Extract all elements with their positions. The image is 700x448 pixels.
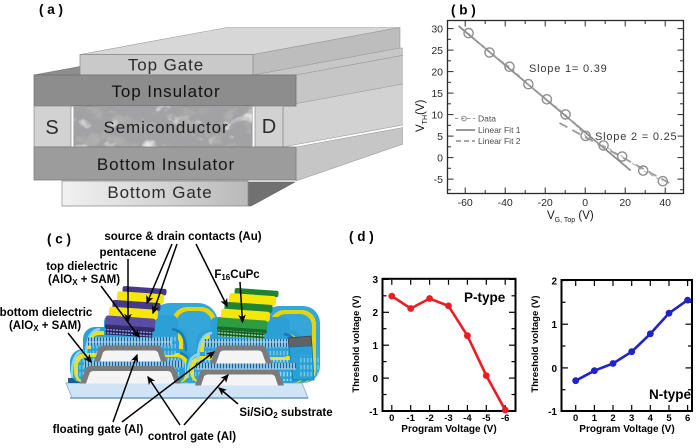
svg-text:top dielectric: top dielectric <box>46 261 118 273</box>
svg-text:-2: -2 <box>425 413 433 424</box>
svg-text:0: 0 <box>437 153 443 165</box>
svg-text:0: 0 <box>372 374 378 385</box>
svg-text:-5: -5 <box>482 413 491 424</box>
svg-text:-20: -20 <box>538 197 553 209</box>
svg-text:-6: -6 <box>501 413 509 424</box>
svg-text:Slope 2 = 0.25: Slope 2 = 0.25 <box>595 131 677 143</box>
svg-text:20: 20 <box>619 197 631 209</box>
svg-text:( b ): ( b ) <box>451 3 476 18</box>
svg-text:floating gate (Al): floating gate (Al) <box>53 424 144 436</box>
svg-text:Threshold voltage (V): Threshold voltage (V) <box>530 295 541 392</box>
svg-text:pentacene: pentacene <box>100 247 157 259</box>
svg-text:bottom dielectric: bottom dielectric <box>0 307 93 319</box>
svg-text:VTH(V): VTH(V) <box>415 99 429 132</box>
svg-text:-1: -1 <box>369 407 378 418</box>
svg-text:-4: -4 <box>463 413 472 424</box>
svg-text:3: 3 <box>372 275 378 286</box>
svg-text:1: 1 <box>372 341 378 352</box>
svg-text:40: 40 <box>659 197 671 209</box>
svg-text:1: 1 <box>551 320 557 331</box>
svg-text:( c ): ( c ) <box>47 232 71 247</box>
svg-text:VG, Top (V): VG, Top (V) <box>547 210 594 224</box>
svg-text:5: 5 <box>437 131 443 143</box>
svg-text:N-type: N-type <box>649 387 691 402</box>
svg-text:P-type: P-type <box>464 290 506 305</box>
svg-text:F16CuPc: F16CuPc <box>214 269 260 282</box>
svg-text:4: 4 <box>648 413 654 424</box>
svg-text:6: 6 <box>685 413 690 424</box>
svg-text:Threshold voltage (V): Threshold voltage (V) <box>351 295 362 392</box>
svg-text:S: S <box>45 117 58 139</box>
svg-text:-1: -1 <box>548 407 557 418</box>
svg-text:source & drain contacts (Au): source & drain contacts (Au) <box>104 231 261 243</box>
svg-text:Top Insulator: Top Insulator <box>111 82 220 101</box>
svg-text:Si/SiO2 substrate: Si/SiO2 substrate <box>239 407 332 420</box>
svg-text:Bottom Insulator: Bottom Insulator <box>97 155 235 174</box>
svg-text:Slope 1= 0.39: Slope 1= 0.39 <box>529 63 608 75</box>
svg-text:Linear Fit 1: Linear Fit 1 <box>478 125 521 135</box>
svg-text:( a ): ( a ) <box>39 2 63 17</box>
svg-text:20: 20 <box>431 67 443 79</box>
svg-text:control gate (Al): control gate (Al) <box>148 431 236 443</box>
svg-text:0: 0 <box>389 413 394 424</box>
svg-text:Program Voltage (V): Program Voltage (V) <box>579 424 674 435</box>
svg-text:-5: -5 <box>434 174 443 186</box>
svg-text:0: 0 <box>582 197 588 209</box>
svg-text:Program Voltage (V): Program Voltage (V) <box>401 424 496 435</box>
svg-text:Top Gate: Top Gate <box>128 56 204 75</box>
svg-text:-1: -1 <box>406 413 415 424</box>
svg-text:30: 30 <box>431 24 443 36</box>
svg-text:2: 2 <box>610 413 615 424</box>
svg-text:15: 15 <box>431 88 443 100</box>
svg-text:2: 2 <box>372 308 378 319</box>
svg-text:1: 1 <box>592 413 598 424</box>
svg-text:D: D <box>262 116 276 138</box>
svg-text:Linear Fit 2: Linear Fit 2 <box>478 136 521 146</box>
svg-text:0: 0 <box>551 364 557 375</box>
svg-text:2: 2 <box>551 277 557 288</box>
svg-text:0: 0 <box>573 413 578 424</box>
svg-text:( d ): ( d ) <box>349 229 374 244</box>
svg-text:Data: Data <box>478 114 496 124</box>
svg-text:-40: -40 <box>498 197 513 209</box>
svg-text:10: 10 <box>431 110 443 122</box>
svg-text:5: 5 <box>666 413 672 424</box>
svg-text:(AlOX + SAM): (AlOX + SAM) <box>9 320 81 333</box>
svg-text:(AlOX + SAM): (AlOX + SAM) <box>48 274 120 287</box>
svg-text:Bottom Gate: Bottom Gate <box>107 183 212 202</box>
svg-text:3: 3 <box>629 413 634 424</box>
svg-text:Semiconductor: Semiconductor <box>103 118 228 137</box>
svg-text:25: 25 <box>431 45 443 57</box>
svg-text:-3: -3 <box>444 413 452 424</box>
svg-text:-60: -60 <box>458 197 473 209</box>
